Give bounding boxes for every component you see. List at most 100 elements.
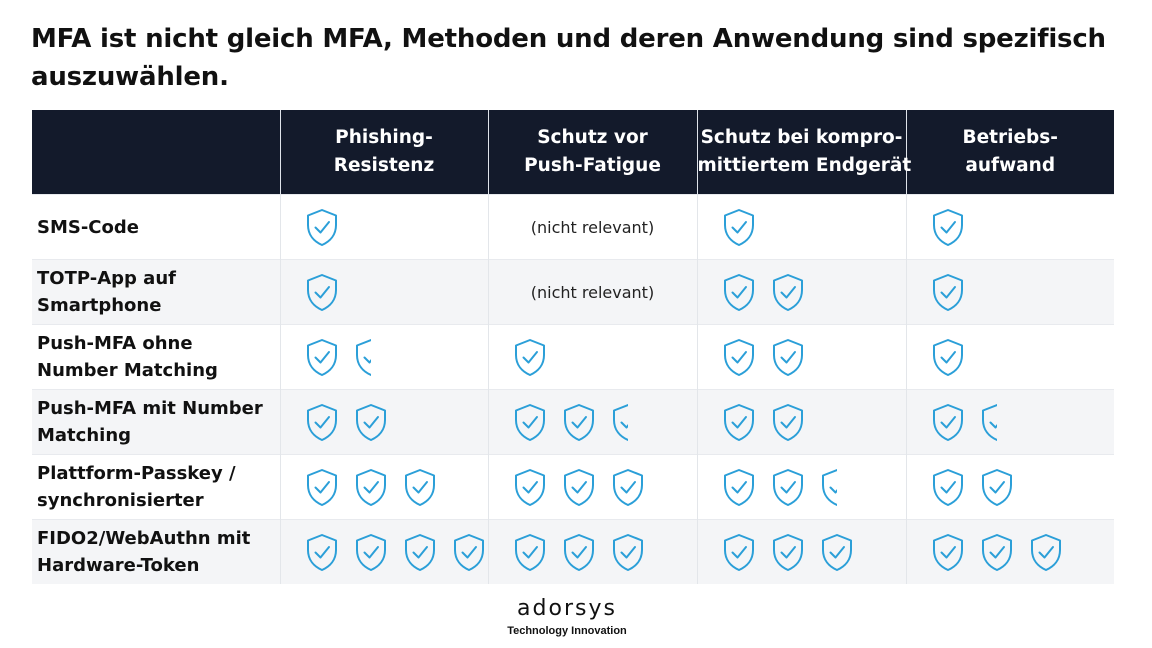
table-row: SMS-Code (nicht relevant) (32, 194, 1115, 260)
shield-check-icon (306, 533, 337, 571)
rating-icons (512, 402, 697, 442)
rating-icons (304, 532, 488, 572)
shield-check-icon (563, 403, 594, 441)
column-header-method (32, 110, 280, 195)
rating-icons (930, 337, 1115, 377)
rating-icons (930, 402, 1115, 442)
table-row: FIDO2/WebAuthn mit Hardware-Token (32, 519, 1115, 584)
rating-cell-compromised-device (696, 519, 906, 584)
method-label-line: Smartphone (37, 295, 162, 316)
column-header-line: mittiertem Endgerät (697, 155, 912, 176)
rating-icons (930, 532, 1115, 572)
logo-wordmark: adorsys (517, 596, 617, 621)
shield-check-icon (1030, 533, 1061, 571)
shield-check-icon (306, 338, 337, 376)
mfa-comparison-table: Phishing- Resistenz Schutz vor Push-Fati… (32, 110, 1114, 584)
rating-icons (512, 532, 697, 572)
rating-cell-push-fatigue: (nicht relevant) (487, 194, 697, 260)
shield-check-icon (772, 338, 803, 376)
rating-icons (304, 337, 488, 377)
shield-check-icon (723, 468, 754, 506)
rating-cell-phishing-resistance (279, 324, 488, 390)
method-label-line: Push-MFA ohne (37, 333, 193, 354)
shield-check-icon (514, 403, 545, 441)
column-header-compromised-device: Schutz bei kompro- mittiertem Endgerät (696, 110, 912, 195)
rating-cell-phishing-resistance (279, 389, 488, 455)
rating-icons (721, 207, 906, 247)
rating-cell-operating-effort (905, 519, 1115, 584)
rating-cell-push-fatigue (487, 519, 697, 584)
shield-check-icon (723, 273, 754, 311)
shield-check-icon (563, 468, 594, 506)
table-row: TOTP-App auf Smartphone (nicht relevant) (32, 259, 1114, 325)
rating-icons (721, 402, 906, 442)
shield-check-icon (306, 208, 337, 246)
shield-check-icon (612, 533, 643, 571)
rating-cell-push-fatigue: (nicht relevant) (487, 259, 697, 325)
shield-check-icon (932, 208, 963, 246)
rating-icons (304, 207, 488, 247)
column-header-line: Schutz vor (537, 127, 648, 148)
shield-check-icon (932, 273, 963, 311)
rating-icons (512, 467, 697, 507)
shield-check-icon (723, 533, 754, 571)
column-header-phishing-resistance: Phishing- Resistenz (279, 110, 488, 195)
page-title-line-2: auszuwählen. (31, 62, 229, 92)
column-header-line: Push-Fatigue (524, 155, 661, 176)
not-relevant-note: (nicht relevant) (530, 282, 655, 302)
shield-check-icon (355, 403, 386, 441)
half-shield-check-icon (981, 403, 997, 441)
method-label-line: Push-MFA mit Number (37, 398, 263, 419)
rating-cell-compromised-device (696, 389, 906, 455)
method-label: Push-MFA ohne Number Matching (32, 324, 280, 390)
shield-check-icon (772, 273, 803, 311)
half-shield-check-icon (612, 403, 628, 441)
method-label: TOTP-App auf Smartphone (32, 259, 280, 325)
column-header-push-fatigue: Schutz vor Push-Fatigue (487, 110, 697, 195)
rating-icons (721, 532, 906, 572)
rating-cell-compromised-device (696, 454, 906, 520)
rating-icons (930, 467, 1115, 507)
column-header-line: aufwand (965, 155, 1056, 176)
shield-check-icon (723, 403, 754, 441)
shield-check-icon (932, 403, 963, 441)
column-header-line: Resistenz (333, 155, 435, 176)
method-label: SMS-Code (32, 194, 280, 260)
shield-check-icon (514, 533, 545, 571)
rating-cell-operating-effort (905, 259, 1114, 325)
rating-cell-operating-effort (905, 194, 1115, 260)
rating-icons (721, 272, 906, 312)
rating-icons (721, 337, 906, 377)
rating-cell-phishing-resistance (279, 194, 488, 260)
rating-cell-phishing-resistance (279, 454, 488, 520)
shield-check-icon (306, 403, 337, 441)
method-label-line: FIDO2/WebAuthn mit (37, 528, 251, 549)
table-row: Push-MFA ohne Number Matching (32, 324, 1115, 390)
rating-icons (721, 467, 906, 507)
method-label: Push-MFA mit Number Matching (32, 389, 280, 455)
method-label-line: SMS-Code (37, 216, 139, 238)
method-label-line: TOTP-App auf (37, 268, 176, 289)
shield-check-icon (772, 533, 803, 571)
rating-cell-phishing-resistance (279, 519, 488, 584)
page-title: MFA ist nicht gleich MFA, Methoden und d… (31, 20, 1121, 96)
table-row: Plattform-Passkey / synchronisierter (32, 454, 1115, 520)
shield-check-icon (306, 273, 337, 311)
shield-check-icon (981, 468, 1012, 506)
table-header-row: Phishing- Resistenz Schutz vor Push-Fati… (32, 110, 1114, 195)
half-shield-check-icon (821, 468, 837, 506)
shield-check-icon (514, 338, 545, 376)
shield-check-icon (612, 468, 643, 506)
rating-icons (930, 207, 1115, 247)
rating-icons (304, 467, 488, 507)
rating-cell-operating-effort (905, 454, 1115, 520)
shield-check-icon (772, 468, 803, 506)
rating-cell-compromised-device (696, 259, 906, 325)
method-label-line: synchronisierter (37, 490, 204, 511)
method-label-line: Matching (37, 425, 132, 446)
method-label: Plattform-Passkey / synchronisierter (32, 454, 280, 520)
rating-cell-push-fatigue (487, 454, 697, 520)
adorsys-logo: adorsys Technology Innovation (0, 597, 1134, 638)
half-shield-check-icon (355, 338, 371, 376)
rating-cell-push-fatigue (487, 389, 697, 455)
